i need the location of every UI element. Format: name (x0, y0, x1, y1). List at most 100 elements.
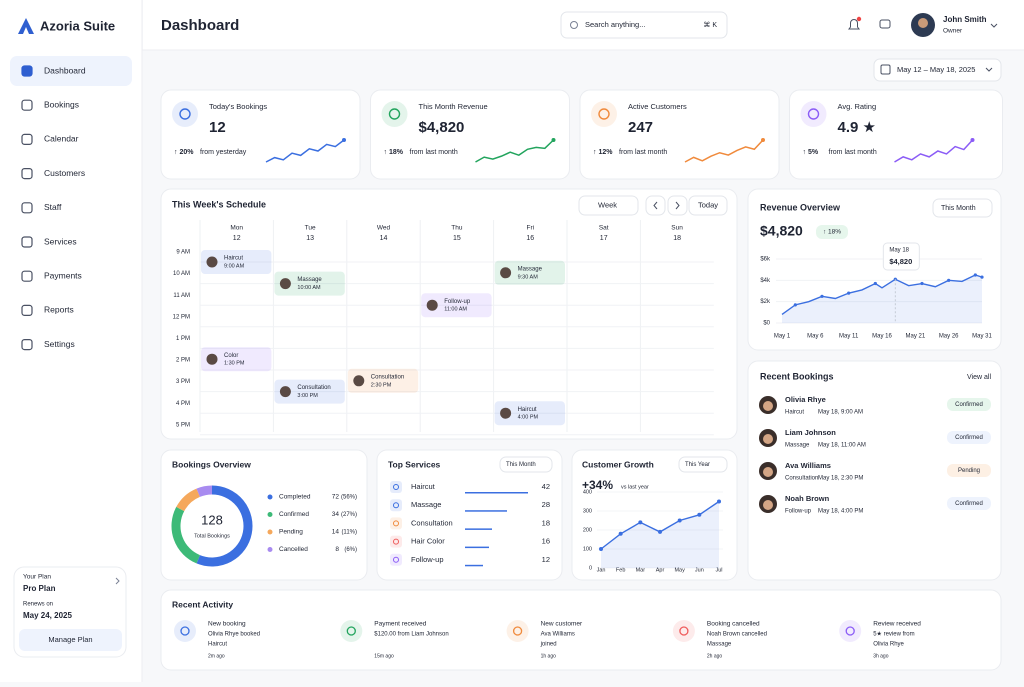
service-icon-glyph (393, 520, 399, 527)
date-range[interactable]: May 12 – May 18, 2025 (897, 65, 975, 74)
manage-plan-button[interactable] (19, 629, 122, 651)
event[interactable] (347, 368, 419, 393)
revenue-period[interactable] (932, 198, 993, 218)
service-value: 18 (542, 518, 550, 527)
today-label[interactable]: Today (698, 200, 718, 209)
revenue-point (973, 273, 977, 277)
event-avatar (353, 375, 365, 387)
donut-segment (196, 485, 253, 567)
prev-button[interactable] (645, 195, 666, 216)
date-range-button[interactable] (873, 58, 1002, 82)
logo (18, 18, 34, 34)
date-chevron (985, 67, 993, 72)
booking-date: May 18, 11:00 AM (818, 443, 866, 449)
top-services-period[interactable] (499, 456, 553, 473)
kpi-change: ↑ 18% (384, 149, 404, 156)
activity-icon-bg (340, 620, 363, 642)
event-time: 3:00 PM (297, 393, 318, 399)
user-avatar-face (918, 18, 928, 28)
x-tick-label: May 31 (972, 334, 992, 340)
kpi-card (370, 89, 570, 180)
plan-label: Your Plan (23, 574, 51, 581)
sparkline (475, 139, 555, 163)
event-time: 9:30 AM (518, 274, 539, 280)
kpi-value: 247 (628, 119, 653, 136)
day-date: 15 (453, 235, 461, 242)
today-button[interactable] (688, 195, 728, 216)
kpi-card (160, 89, 361, 180)
nav-item[interactable]: Dashboard (44, 65, 86, 75)
customer-avatar-face (763, 401, 773, 411)
event-avatar (206, 353, 218, 365)
day-date: 12 (233, 235, 241, 242)
booking-status: Pending (958, 468, 980, 474)
kpi-value: 12 (209, 119, 226, 136)
bell-icon[interactable] (848, 19, 860, 30)
search-box[interactable] (560, 11, 728, 39)
revenue-period-label[interactable]: This Month (941, 205, 976, 212)
nav-item[interactable]: Customers (44, 168, 85, 178)
view-label[interactable]: Week (598, 200, 617, 209)
time-label: 9 AM (176, 250, 190, 256)
activity-description: $120.00 from Liam Johnson (374, 632, 448, 638)
x-tick-label: Feb (616, 567, 625, 573)
chat-icon[interactable] (879, 19, 891, 29)
prev-arrow (653, 201, 658, 210)
plan-renews-date: May 24, 2025 (23, 611, 72, 620)
service-bar (465, 492, 528, 494)
nav-item[interactable]: Reports (44, 305, 74, 315)
event[interactable] (494, 401, 565, 426)
service-icon-glyph (393, 502, 399, 509)
sparkline (265, 139, 345, 163)
sparkline-end (761, 138, 765, 142)
nav-item[interactable]: Staff (44, 202, 62, 212)
customer-growth-period-label[interactable]: This Year (685, 462, 710, 468)
service-icon (390, 517, 402, 530)
customer-growth-note: vs last year (621, 484, 649, 490)
revenue-title: Revenue Overview (760, 202, 841, 212)
search-placeholder[interactable]: Search anything... (585, 20, 645, 29)
next-button[interactable] (667, 195, 688, 216)
activity-description: Massage (707, 642, 732, 648)
activity-icon-bg (839, 620, 862, 642)
service-name: Hair Color (411, 537, 445, 546)
booking-date: May 18, 4:00 PM (818, 509, 863, 515)
nav-item[interactable]: Calendar (44, 134, 79, 144)
legend-percent: (11%) (341, 530, 357, 536)
activity-icon-bg (672, 620, 695, 642)
activity-description: Noah Brown cancelled (707, 632, 767, 638)
top-services-title: Top Services (388, 459, 441, 469)
event-title: Massage (518, 266, 543, 272)
event[interactable] (201, 347, 272, 372)
day-name: Wed (377, 225, 391, 232)
nav-item[interactable]: Bookings (44, 99, 79, 109)
activity-description: 5★ review from (873, 631, 914, 638)
nav-icon (21, 99, 33, 111)
nav-icon (21, 304, 33, 316)
event[interactable] (274, 271, 345, 296)
event[interactable] (421, 293, 492, 318)
service-name: Follow-up (411, 555, 444, 564)
legend-value: 34 (332, 511, 340, 518)
customer-growth-period[interactable] (678, 456, 728, 473)
growth-point (697, 512, 702, 517)
customer-avatar-face (763, 434, 773, 444)
nav-item[interactable]: Payments (44, 270, 82, 280)
event[interactable] (494, 260, 565, 285)
service-name: Massage (411, 500, 441, 509)
nav-item[interactable]: Services (44, 236, 77, 246)
user-menu-chevron[interactable] (990, 23, 998, 28)
growth-point (677, 518, 682, 523)
legend-label: Cancelled (279, 546, 308, 553)
manage-plan-label[interactable]: Manage Plan (48, 635, 92, 644)
event[interactable] (201, 250, 272, 274)
view-all-link[interactable]: View all (967, 374, 991, 381)
event[interactable] (274, 379, 345, 404)
activity-description: Ava Williams (541, 632, 575, 638)
nav-item[interactable]: Settings (44, 339, 75, 349)
day-date: 18 (673, 235, 681, 242)
top-services-period-label[interactable]: This Month (506, 462, 536, 468)
growth-point (618, 531, 623, 536)
view-select[interactable] (578, 195, 639, 216)
booking-status: Confirmed (955, 501, 983, 507)
